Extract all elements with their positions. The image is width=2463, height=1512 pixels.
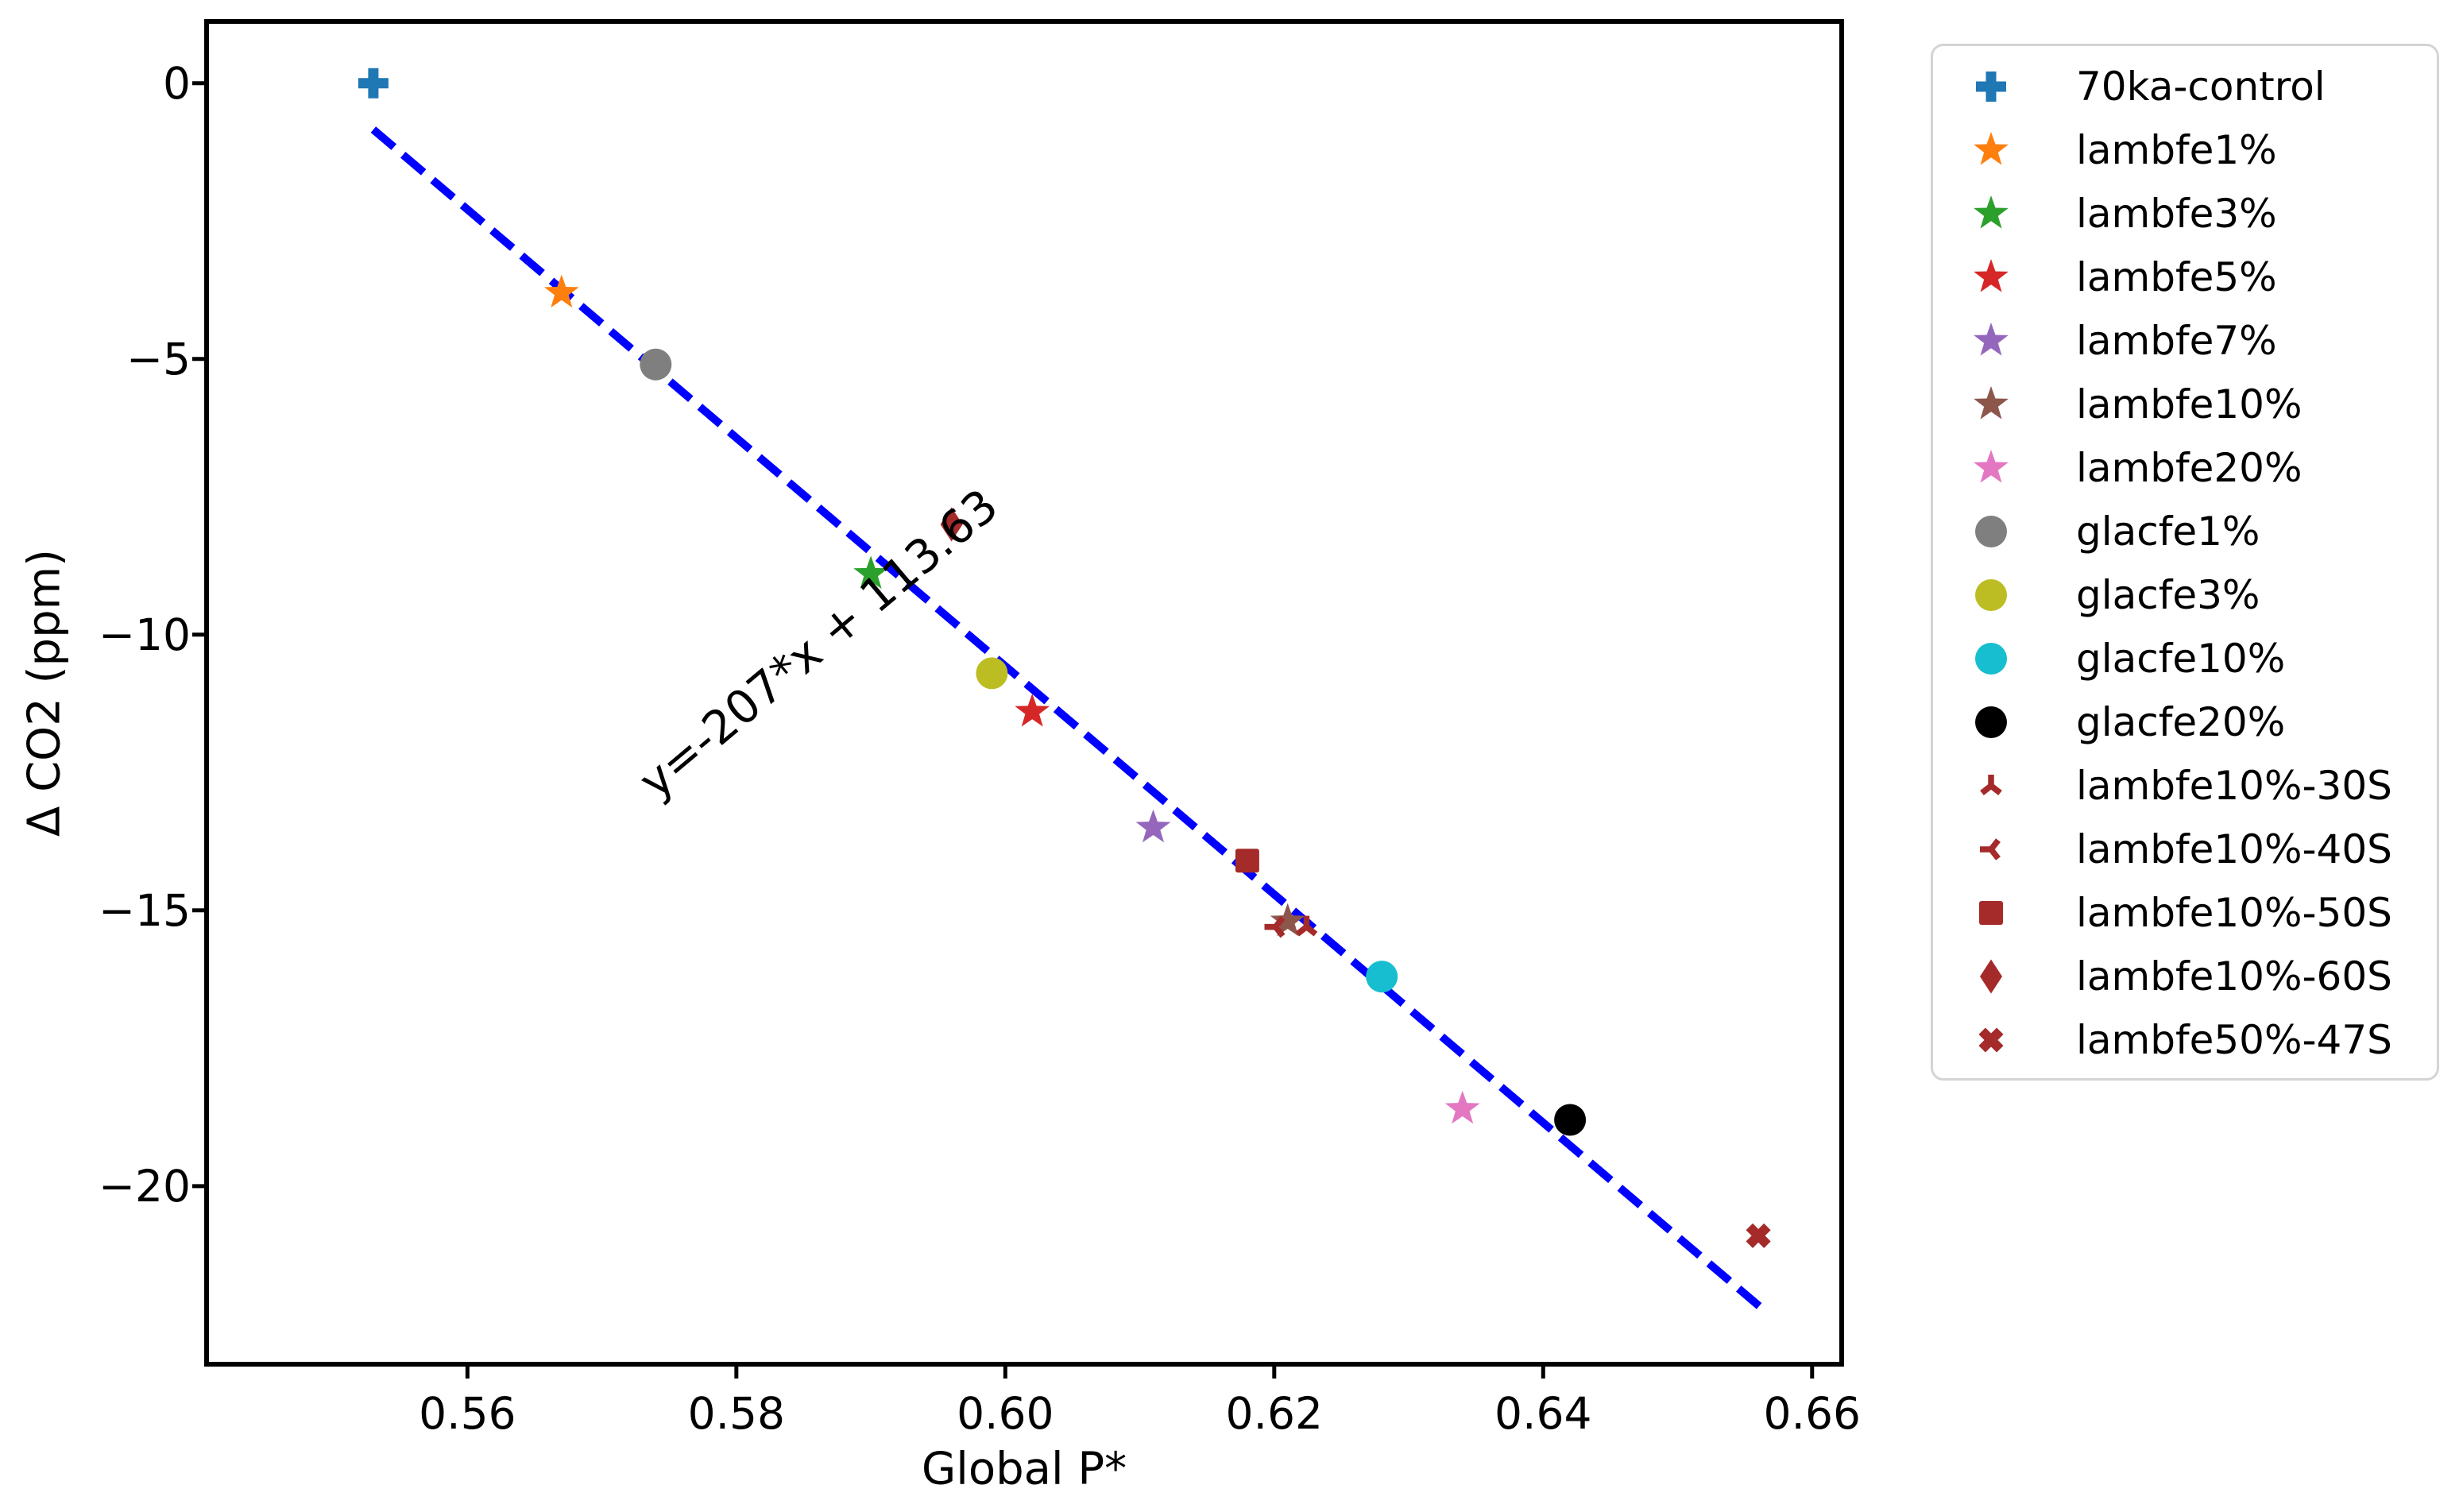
legend-entry-lambfe3%: lambfe3% — [1933, 182, 2437, 246]
plot-frame — [204, 19, 1844, 1367]
data-point-lambfe7% — [1135, 809, 1171, 843]
legend-box: 70ka-control lambfe1% lambfe3% lambfe5% lamb… — [1931, 44, 2439, 1081]
legend-label: lambfe7% — [2076, 318, 2277, 364]
x-tick-label: 0.56 — [419, 1388, 516, 1439]
legend-label: lambfe20% — [2076, 445, 2303, 491]
star-marker-icon — [1974, 132, 2009, 165]
legend-entry-lambfe1%: lambfe1% — [1933, 118, 2437, 182]
x-tick-label: 0.66 — [1763, 1388, 1861, 1439]
legend-entry-lambfe5%: lambfe5% — [1933, 246, 2437, 309]
x-tick-label: 0.58 — [687, 1388, 786, 1439]
data-point-glacfe1% — [640, 348, 672, 381]
legend-label: glacfe20% — [2076, 699, 2286, 745]
y-tick-label: −5 — [126, 333, 191, 385]
star-marker-icon — [1974, 259, 2009, 292]
legend-label: lambfe10%-40S — [2076, 826, 2392, 872]
legend-entry-lambfe20%: lambfe20% — [1933, 436, 2437, 500]
legend-label: lambfe50%-47S — [2076, 1017, 2392, 1063]
data-point-lambfe1% — [543, 274, 579, 308]
legend-entry-glacfe1%: glacfe1% — [1933, 500, 2437, 563]
data-point-glacfe10% — [1366, 961, 1398, 993]
legend-label: 70ka-control — [2076, 64, 2326, 110]
data-point-lambfe10%-50S — [1235, 849, 1259, 873]
legend-label: lambfe3% — [2076, 191, 2277, 237]
circle-marker-icon — [1975, 579, 2007, 611]
x-tick-label: 0.64 — [1494, 1388, 1592, 1439]
x-marker-icon — [1978, 1027, 2004, 1053]
data-point-lambfe3% — [853, 555, 888, 590]
data-point-lambfe50%-47S — [1746, 1223, 1771, 1248]
legend-entry-glacfe20%: glacfe20% — [1933, 690, 2437, 754]
legend-entry-lambfe10%: lambfe10% — [1933, 373, 2437, 436]
data-point-glacfe3% — [976, 657, 1008, 690]
legend-label: glacfe1% — [2076, 509, 2260, 555]
data-point-lambfe20% — [1444, 1090, 1480, 1124]
circle-marker-icon — [1975, 516, 2007, 547]
tri_left-marker-icon — [1980, 838, 2001, 860]
y-tick-label: 0 — [163, 57, 191, 109]
square-marker-icon — [1979, 901, 2003, 925]
diamond-marker-icon — [1980, 959, 2002, 994]
tri_up-marker-icon — [1980, 775, 2002, 795]
legend-entry-glacfe3%: glacfe3% — [1933, 563, 2437, 627]
legend-label: lambfe5% — [2076, 254, 2277, 300]
star-marker-icon — [1974, 323, 2009, 356]
legend-entry-lambfe10%-60S: lambfe10%-60S — [1933, 945, 2437, 1008]
legend-entry-lambfe10%-50S: lambfe10%-50S — [1933, 881, 2437, 945]
legend-entry-lambfe7%: lambfe7% — [1933, 309, 2437, 373]
star-marker-icon — [1974, 450, 2009, 483]
legend-label: glacfe3% — [2076, 572, 2260, 618]
circle-marker-icon — [1975, 643, 2007, 675]
star-marker-icon — [1974, 195, 2009, 229]
legend-entry-lambfe10%-40S: lambfe10%-40S — [1933, 818, 2437, 881]
data-point-70ka-control — [358, 68, 389, 99]
circle-marker-icon — [1975, 706, 2007, 738]
data-point-glacfe20% — [1554, 1104, 1587, 1136]
data-point-lambfe10% — [1270, 903, 1305, 937]
legend-label: lambfe10%-30S — [2076, 763, 2392, 809]
x-tick-label: 0.60 — [957, 1388, 1054, 1439]
data-point-lambfe5% — [1015, 693, 1050, 727]
y-tick-label: −15 — [98, 884, 191, 936]
x-tick-label: 0.62 — [1225, 1388, 1324, 1439]
legend-label: lambfe1% — [2076, 127, 2277, 173]
legend-entry-lambfe50%-47S: lambfe50%-47S — [1933, 1008, 2437, 1072]
data-point-lambfe10%-60S — [940, 507, 963, 542]
data-point-lambfe10%-40S — [1264, 915, 1286, 938]
fit-line — [370, 126, 1768, 1314]
y-tick-label: −20 — [98, 1160, 191, 1212]
legend-label: glacfe10% — [2076, 636, 2286, 682]
legend-entry-lambfe10%-30S: lambfe10%-30S — [1933, 754, 2437, 818]
data-point-lambfe10%-30S — [1295, 915, 1318, 937]
y-axis-label: Δ CO2 (ppm) — [18, 548, 71, 837]
legend-entry-70ka-control: 70ka-control — [1933, 55, 2437, 118]
legend-label: lambfe10%-50S — [2076, 890, 2392, 936]
plus-marker-icon — [1976, 72, 2006, 102]
legend-entry-glacfe10%: glacfe10% — [1933, 627, 2437, 690]
legend-label: lambfe10% — [2076, 381, 2303, 427]
star-marker-icon — [1974, 386, 2009, 420]
x-axis-label: Global P* — [921, 1443, 1127, 1495]
legend-label: lambfe10%-60S — [2076, 953, 2392, 1000]
y-tick-label: −10 — [98, 609, 191, 660]
